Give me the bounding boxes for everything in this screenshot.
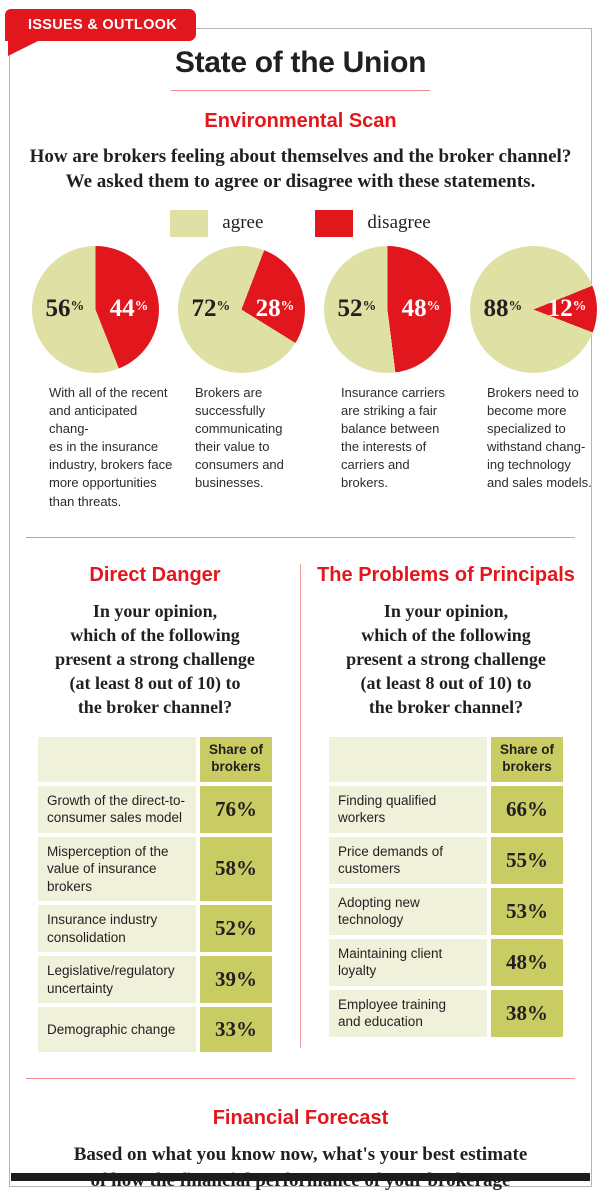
table-header-share-of-brokers: Share of brokers: [200, 736, 272, 782]
problems-of-principals-question: In your opinion, which of the following …: [346, 600, 546, 717]
pie-chart-4: 88% 12%: [469, 245, 597, 373]
table-header-spacer: [38, 736, 196, 782]
table-row-value: 55%: [491, 836, 563, 884]
pie-2-disagree-value: 28%: [255, 295, 295, 323]
pie-4-agree-value: 88%: [483, 295, 523, 323]
table-row-label: Misperception of the value of insurance …: [38, 836, 196, 902]
problems-of-principals-heading: The Problems of Principals: [317, 563, 575, 586]
section-challenges: Direct Danger In your opinion, which of …: [10, 563, 591, 1053]
table-row-value: 53%: [491, 887, 563, 935]
column-divider: [300, 563, 301, 1049]
direct-danger-heading: Direct Danger: [89, 563, 221, 586]
pie-figure-3: 52% 48% Insurance carriers are striking …: [314, 245, 460, 511]
section-environmental-scan: Environmental Scan How are brokers feeli…: [10, 110, 597, 511]
table-row-value: 38%: [491, 989, 563, 1037]
direct-danger-table: Share of brokers Growth of the direct-to…: [38, 736, 300, 1053]
table-row-label: Insurance industry consolidation: [38, 905, 196, 953]
table-header-spacer: [329, 736, 487, 782]
pie-figure-4: 88% 12% Brokers need to become more spec…: [460, 245, 600, 511]
pie-2-agree-value: 72%: [191, 295, 231, 323]
pie-2-caption: Brokers are successfully communicating t…: [195, 384, 284, 491]
column-direct-danger: Direct Danger In your opinion, which of …: [10, 564, 300, 1053]
table-row-value: 76%: [200, 785, 272, 833]
table-row-label: Legislative/regulatory uncertainty: [38, 956, 196, 1004]
pie-1-disagree-value: 44%: [109, 295, 149, 323]
pie-chart-row: 56% 44% With all of the recent and antic…: [10, 245, 597, 511]
ribbon-label: ISSUES & OUTLOOK: [28, 17, 178, 33]
section-divider: [26, 1078, 575, 1080]
table-row-label: Demographic change: [38, 1007, 196, 1053]
table-row-value: 39%: [200, 956, 272, 1004]
table-row-value: 58%: [200, 836, 272, 902]
content-frame: State of the Union Environmental Scan Ho…: [9, 28, 597, 1190]
pie-3-agree-value: 52%: [337, 295, 377, 323]
table-row-label: Adopting new technology: [329, 887, 487, 935]
table-row-label: Employee training and education: [329, 989, 487, 1037]
environmental-scan-heading: Environmental Scan: [204, 110, 397, 132]
table-header-share-of-brokers: Share of brokers: [491, 736, 563, 782]
column-problems-of-principals: The Problems of Principals In your opini…: [301, 564, 591, 1053]
pie-4-caption: Brokers need to become more specialized …: [487, 384, 592, 491]
pie-chart-2: 72% 28%: [177, 245, 305, 373]
environmental-scan-question: How are brokers feeling about themselves…: [29, 146, 572, 193]
bottom-rule: [11, 1173, 590, 1181]
legend: agree disagree: [10, 209, 591, 237]
pie-1-agree-value: 56%: [45, 295, 85, 323]
financial-forecast-heading: Financial Forecast: [212, 1107, 389, 1130]
pie-4-disagree-value: 12%: [547, 295, 587, 323]
pie-figure-2: 72% 28% Brokers are successfully communi…: [168, 245, 314, 511]
table-row-label: Finding qualified workers: [329, 785, 487, 833]
pie-chart-3: 52% 48%: [323, 245, 451, 373]
problems-of-principals-table: Share of brokers Finding qualified worke…: [329, 736, 591, 1037]
financial-forecast-question: Based on what you know now, what's your …: [73, 1144, 528, 1190]
table-row-value: 48%: [491, 938, 563, 986]
pie-3-disagree-value: 48%: [401, 295, 441, 323]
legend-agree-label: agree: [222, 212, 264, 234]
direct-danger-question: In your opinion, which of the following …: [55, 600, 255, 717]
page-title: State of the Union: [170, 46, 431, 91]
table-row-label: Maintaining client loyalty: [329, 938, 487, 986]
pie-3-caption: Insurance carriers are striking a fair b…: [341, 384, 446, 491]
issues-outlook-ribbon: ISSUES & OUTLOOK: [5, 9, 197, 56]
pie-chart-1: 56% 44%: [31, 245, 159, 373]
section-divider: [26, 536, 575, 538]
pie-figure-1: 56% 44% With all of the recent and antic…: [22, 245, 172, 511]
table-row-value: 66%: [491, 785, 563, 833]
pie-1-caption: With all of the recent and anticipated c…: [49, 384, 173, 509]
table-row-value: 33%: [200, 1007, 272, 1053]
table-row-label: Price demands of customers: [329, 836, 487, 884]
legend-disagree-swatch: [315, 209, 354, 237]
table-row-value: 52%: [200, 905, 272, 953]
legend-agree-swatch: [170, 209, 209, 237]
table-row-label: Growth of the direct-to- consumer sales …: [38, 785, 196, 833]
legend-disagree-label: disagree: [367, 212, 431, 234]
